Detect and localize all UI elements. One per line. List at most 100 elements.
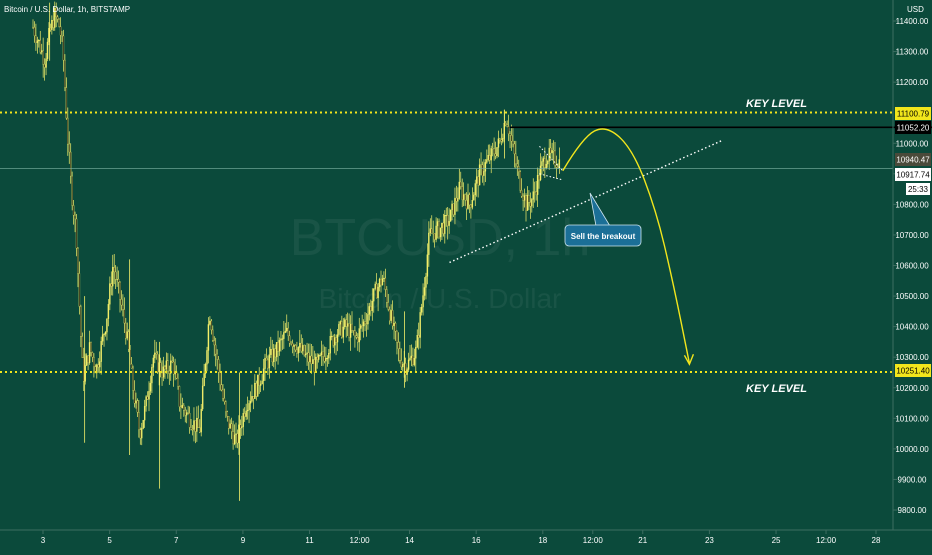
candle-body [194, 420, 197, 432]
candle-body [461, 186, 463, 200]
candle-body [413, 358, 416, 365]
candle-body [516, 163, 519, 167]
candle-body [315, 356, 317, 373]
candle-body [549, 147, 552, 154]
candle-body [328, 353, 330, 359]
candle-body [155, 352, 157, 355]
candle-body [518, 166, 520, 172]
candle-body [339, 321, 342, 325]
x-tick-label: 28 [872, 536, 881, 545]
candle-body [496, 147, 498, 157]
candle-body [188, 412, 191, 428]
candle-body [512, 140, 514, 145]
candle-body [522, 195, 524, 201]
candle-body [294, 345, 297, 351]
candle-body [120, 299, 123, 306]
candle-body [351, 323, 353, 331]
candle-body [348, 323, 350, 338]
price-tag-last-bg [895, 153, 931, 166]
sell-breakout-callout[interactable]: Sell the breakout [564, 192, 642, 247]
candle-body [468, 194, 471, 206]
candle-body [71, 175, 73, 206]
candle-body [374, 283, 376, 289]
candle-body [274, 348, 276, 358]
candle-body [367, 314, 369, 325]
candle-body [322, 351, 324, 357]
candle-body [302, 345, 304, 352]
candle-body [460, 181, 462, 187]
candle-body [410, 355, 413, 359]
candle-body [138, 412, 140, 430]
candle-body [336, 334, 339, 343]
candle-body [133, 390, 136, 404]
candle-body [481, 164, 484, 176]
key-level-lower-label: KEY LEVEL [746, 383, 807, 395]
candle-body [97, 364, 99, 368]
candle-body [245, 410, 247, 417]
candle-body [390, 310, 392, 321]
candle-body [130, 363, 133, 369]
candle-body [141, 428, 143, 439]
candle-body [287, 327, 289, 336]
candle-body [431, 228, 433, 234]
price-tag-mid-bg [895, 168, 931, 181]
candle-body [528, 195, 530, 203]
candle-body [310, 355, 313, 364]
x-tick-label: 14 [405, 536, 414, 545]
candle-body [215, 344, 217, 355]
candle-body [358, 328, 360, 343]
time-axis[interactable]: 3 5 7 9 11 12:00 14 16 18 12:00 21 23 25 12:00 28 [41, 530, 881, 545]
candle-body [312, 359, 314, 364]
candle-body [313, 359, 316, 373]
candle-body [273, 348, 275, 363]
candle-body [525, 195, 527, 211]
candle-body [429, 228, 432, 234]
candle-body [542, 158, 545, 162]
candle-body [255, 382, 258, 397]
candle-body [277, 342, 279, 352]
price-tag-mid: 10917.74 [895, 168, 931, 181]
candle-body [381, 278, 384, 286]
candle-body [167, 360, 169, 372]
candle-body [56, 16, 59, 20]
candle-body [248, 403, 250, 411]
currency-label: USD [907, 5, 924, 14]
candle-body [470, 204, 472, 208]
candle-body [226, 411, 229, 417]
candle-body [541, 161, 543, 167]
candle-body [52, 20, 55, 28]
candle-body [300, 342, 302, 352]
candle-body [519, 171, 521, 191]
candle-body [106, 318, 108, 333]
candle-body [45, 58, 47, 68]
candle-body [242, 413, 244, 427]
countdown-bg [906, 183, 930, 195]
candle-body [168, 370, 171, 374]
projection-arc [562, 128, 691, 364]
candle-body [464, 194, 466, 201]
y-tick-label: 10000.00 [895, 445, 929, 454]
x-tick-label: 9 [241, 536, 246, 545]
candle-body [536, 175, 539, 195]
candle-body [554, 150, 556, 166]
candle-body [448, 221, 450, 226]
y-tick-label: 10500.00 [895, 292, 929, 301]
candle-body [346, 323, 349, 327]
candle-body [229, 423, 231, 429]
candle-body [422, 295, 424, 308]
candle-body [373, 288, 375, 302]
candle-body [148, 391, 150, 400]
countdown-text: 25:33 [908, 185, 929, 194]
candle-body [391, 310, 394, 327]
candle-body [435, 225, 437, 240]
candle-body [304, 353, 307, 356]
candle-body [476, 176, 478, 184]
y-tick-label: 11000.00 [896, 139, 929, 148]
candle-body [246, 409, 249, 412]
candle-body [493, 148, 495, 155]
candle-body [104, 331, 107, 335]
candle-body [112, 267, 114, 287]
